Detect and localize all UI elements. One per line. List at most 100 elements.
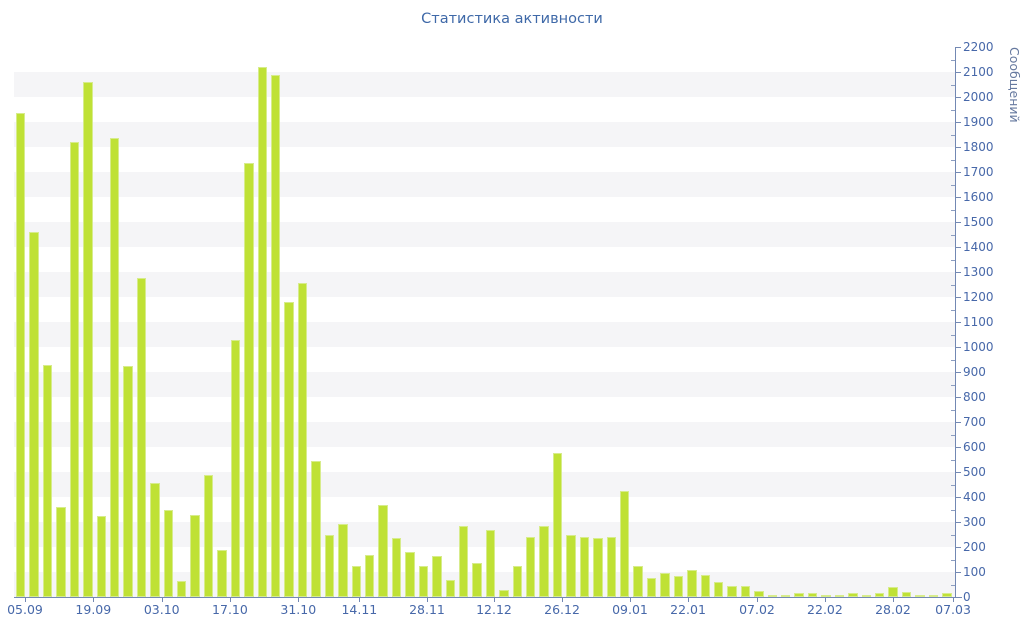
bar	[485, 529, 496, 597]
bar	[673, 575, 684, 597]
bar	[888, 587, 898, 597]
y-tick	[956, 522, 961, 523]
bar	[190, 514, 200, 597]
bar	[42, 364, 53, 597]
y-minor-tick	[951, 59, 955, 61]
y-tick-label: 200	[963, 540, 986, 554]
y-tick	[956, 97, 961, 98]
bar	[552, 453, 563, 597]
bar	[687, 569, 697, 597]
bar	[56, 507, 66, 597]
x-tick	[427, 598, 428, 602]
bar	[284, 302, 294, 597]
x-tick	[25, 598, 26, 602]
x-tick	[229, 598, 231, 602]
y-tick	[956, 497, 961, 498]
y-tick	[956, 347, 961, 348]
bar	[821, 594, 831, 597]
x-tick-label: 17.10	[212, 602, 248, 617]
bar	[338, 523, 348, 597]
y-tick	[956, 397, 961, 398]
bar	[834, 594, 845, 597]
y-axis-title: Сообщений	[1007, 47, 1022, 123]
y-tick-label: 400	[963, 490, 986, 504]
bar	[767, 594, 778, 597]
bar	[794, 593, 804, 597]
y-minor-tick	[951, 84, 955, 86]
bar	[297, 283, 308, 597]
y-minor-tick	[951, 159, 955, 161]
y-tick-label: 2100	[963, 65, 994, 79]
x-tick-label: 26.12	[544, 602, 580, 617]
y-tick-label: 1500	[963, 215, 994, 229]
y-tick-label: 1200	[963, 290, 994, 304]
bar	[445, 580, 455, 597]
bar	[177, 580, 187, 597]
bar	[942, 593, 952, 597]
y-minor-tick	[951, 134, 955, 136]
y-minor-tick	[951, 434, 955, 436]
plot-area	[14, 47, 955, 597]
bar	[579, 537, 590, 597]
bar	[740, 585, 751, 597]
bar	[364, 554, 375, 597]
bar	[109, 138, 120, 597]
bar	[499, 589, 509, 597]
y-tick-label: 1100	[963, 315, 994, 329]
bar	[727, 585, 737, 597]
y-tick-label: 100	[963, 565, 986, 579]
y-tick	[956, 47, 961, 48]
bar	[271, 74, 281, 597]
y-minor-tick	[951, 509, 955, 511]
y-tick	[956, 372, 961, 373]
x-tick-label: 12.12	[476, 602, 512, 617]
x-tick-label: 19.09	[75, 602, 112, 617]
y-tick	[956, 472, 961, 473]
bar	[901, 592, 912, 597]
bar	[230, 339, 241, 597]
y-minor-tick	[951, 309, 955, 311]
bar	[713, 582, 724, 597]
bar	[606, 537, 616, 597]
y-minor-tick	[951, 384, 955, 386]
x-tick	[824, 598, 826, 602]
bar	[928, 594, 939, 597]
bars-container	[14, 47, 955, 597]
bar	[646, 578, 657, 597]
bar	[458, 525, 469, 597]
y-tick-label: 800	[963, 390, 986, 404]
bar	[861, 594, 871, 597]
y-tick-label: 500	[963, 465, 986, 479]
bar	[633, 565, 643, 597]
bar	[754, 590, 764, 597]
x-tick	[161, 598, 163, 602]
y-minor-tick	[951, 184, 955, 186]
bar	[324, 534, 335, 597]
bar	[391, 538, 402, 597]
bar	[150, 483, 160, 597]
bar	[807, 593, 818, 597]
bar	[915, 594, 925, 597]
y-tick-label: 0	[963, 590, 971, 604]
bar	[163, 509, 174, 597]
x-tick-label: 28.02	[875, 602, 911, 617]
bar	[700, 574, 710, 597]
x-tick-label: 09.01	[612, 602, 648, 617]
y-minor-tick	[951, 234, 955, 236]
bar	[781, 594, 791, 597]
x-tick-label: 31.10	[280, 602, 317, 617]
x-axis-line	[14, 597, 962, 598]
bar	[203, 474, 214, 597]
x-tick	[93, 598, 95, 602]
bar	[257, 67, 268, 597]
bar	[472, 563, 482, 597]
bar	[123, 365, 133, 597]
y-tick-label: 1600	[963, 190, 994, 204]
x-tick-label: 07.03	[935, 602, 971, 617]
x-tick	[892, 598, 894, 602]
bar	[432, 555, 442, 597]
y-tick-label: 1300	[963, 265, 994, 279]
bar	[311, 460, 321, 597]
y-tick	[956, 147, 961, 148]
